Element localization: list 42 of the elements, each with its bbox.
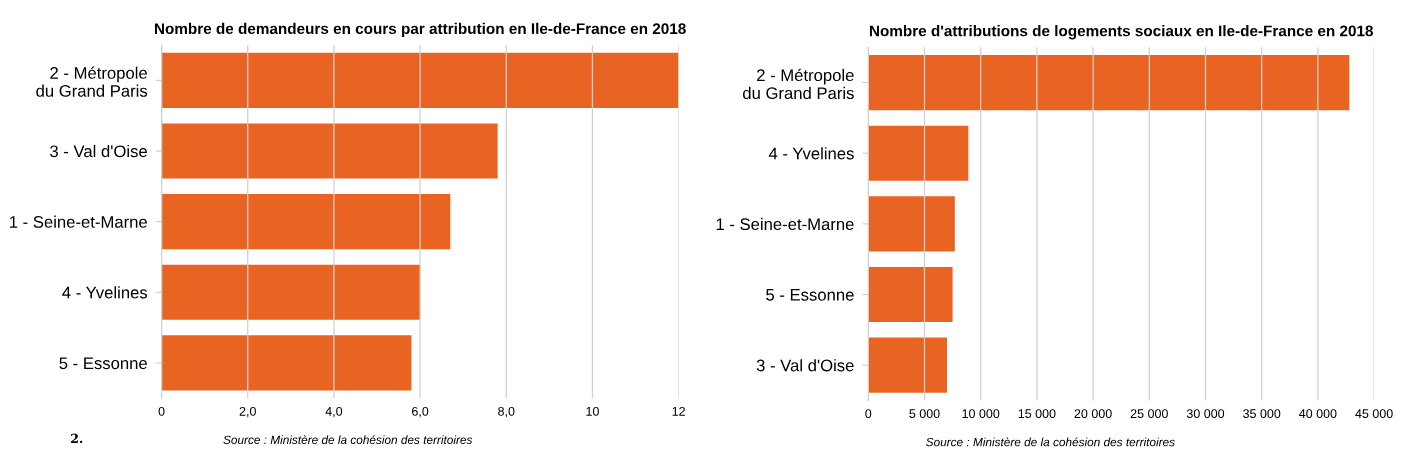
x-tick-label: 30 000 <box>1186 409 1225 419</box>
y-tick-label: 4 - Yvelines <box>62 286 148 299</box>
bar <box>161 194 451 250</box>
x-tick-label: 20 000 <box>1074 409 1112 419</box>
x-tick-label: 2,0 <box>239 406 256 418</box>
y-tick-label: 2 - Métropole du Grand Paris <box>36 66 148 97</box>
x-tick-label: 0 <box>865 409 872 419</box>
y-tick-label: 1 - Seine-et-Marne <box>716 217 854 231</box>
bar <box>161 52 679 108</box>
bar <box>161 123 498 179</box>
bar <box>868 196 955 252</box>
y-tick-label: 1 - Seine-et-Marne <box>10 215 147 228</box>
y-tick-label: 3 - Val d'Oise <box>756 359 854 372</box>
source-note: Source : Ministère de la cohésion des territoires <box>926 437 1175 447</box>
x-tick-label: 25 000 <box>1130 409 1168 419</box>
x-tick-label: 40 000 <box>1299 409 1337 419</box>
x-tick-label: 35 000 <box>1243 409 1281 419</box>
x-tick-label: 0 <box>158 406 165 416</box>
chart-title: Nombre d'attributions de logements sociaux en Ile-de-France en 2018 <box>869 25 1374 40</box>
bar <box>868 266 953 323</box>
x-tick-label: 12 <box>672 406 685 416</box>
bar <box>161 264 421 320</box>
chart-title: Nombre de demandeurs en cours par attribution en Ile-de-France en 2018 <box>154 22 686 38</box>
bar <box>868 337 947 393</box>
x-tick-label: 4,0 <box>325 406 343 418</box>
y-tick-label: 5 - Essonne <box>766 289 854 301</box>
bar <box>868 125 969 181</box>
source-note: Source : Ministère de la cohésion des territoires <box>223 435 473 445</box>
x-tick-label: 15 000 <box>1018 409 1056 419</box>
x-tick-label: 10 000 <box>962 409 1000 419</box>
y-tick-label: 4 - Yvelines <box>768 147 854 160</box>
y-tick-label: 2 - Métropole du Grand Paris <box>743 68 854 100</box>
y-tick-label: 3 - Val d'Oise <box>50 144 147 158</box>
x-tick-label: 8,0 <box>498 406 515 418</box>
x-tick-label: 5 000 <box>909 409 940 419</box>
text: 2. <box>71 433 83 444</box>
x-tick-label: 10 <box>586 406 599 416</box>
bar <box>868 55 1350 111</box>
bar <box>161 335 412 391</box>
x-tick-label: 6,0 <box>412 406 429 418</box>
x-tick-label: 45 000 <box>1355 409 1393 419</box>
y-tick-label: 5 - Essonne <box>59 357 147 370</box>
